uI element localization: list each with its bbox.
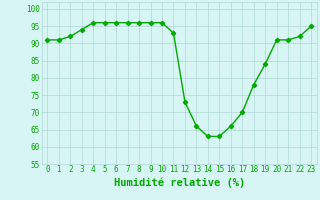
X-axis label: Humidité relative (%): Humidité relative (%) (114, 177, 245, 188)
